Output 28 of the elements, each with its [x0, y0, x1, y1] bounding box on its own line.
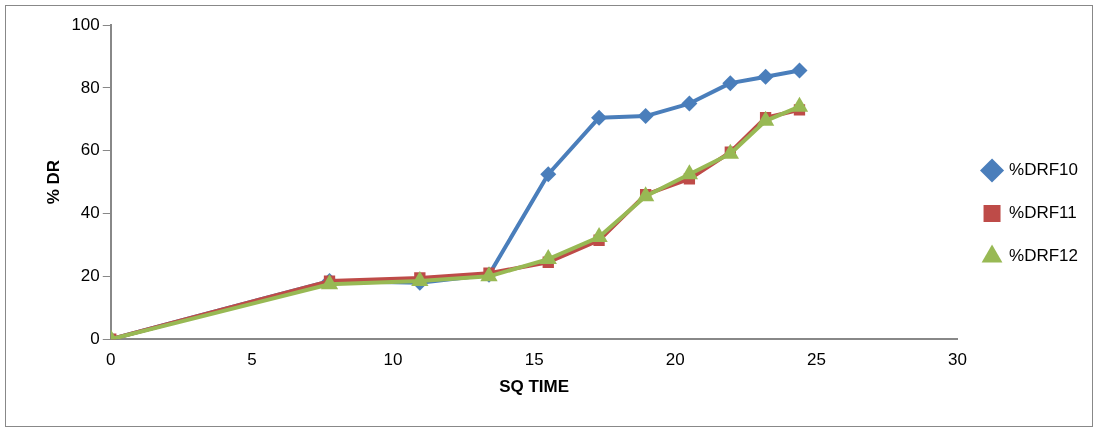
point: [637, 108, 654, 125]
x-tick-label: 0: [106, 350, 116, 370]
point: [791, 62, 808, 79]
x-tick-label: 10: [383, 350, 403, 370]
y-tick-label: 100: [71, 14, 100, 34]
y-tick-label: 40: [80, 203, 100, 223]
point: [590, 227, 608, 243]
point: [540, 166, 557, 183]
y-tick-label: 80: [80, 77, 100, 97]
y-tick-label: 20: [80, 266, 100, 286]
point: [539, 249, 557, 265]
y-tick-label: 60: [80, 140, 100, 160]
legend-label: %DRF11: [1009, 203, 1077, 223]
point: [757, 68, 774, 85]
x-tick-label: 15: [524, 350, 544, 370]
y-axis-title: % DR: [43, 159, 63, 205]
y-tick-label: 0: [90, 328, 100, 348]
point: [681, 95, 698, 112]
x-tick-label: 30: [948, 350, 967, 370]
x-tick-label: 25: [806, 350, 826, 370]
point: [680, 164, 699, 180]
x-tick-label: 20: [665, 350, 685, 370]
x-axis-title: SQ TIME: [499, 377, 570, 397]
legend-label: %DRF12: [1009, 246, 1079, 266]
legend-label: %DRF10: [1009, 160, 1079, 180]
point: [591, 109, 608, 126]
point: [722, 75, 739, 92]
x-tick-label: 5: [247, 350, 257, 370]
